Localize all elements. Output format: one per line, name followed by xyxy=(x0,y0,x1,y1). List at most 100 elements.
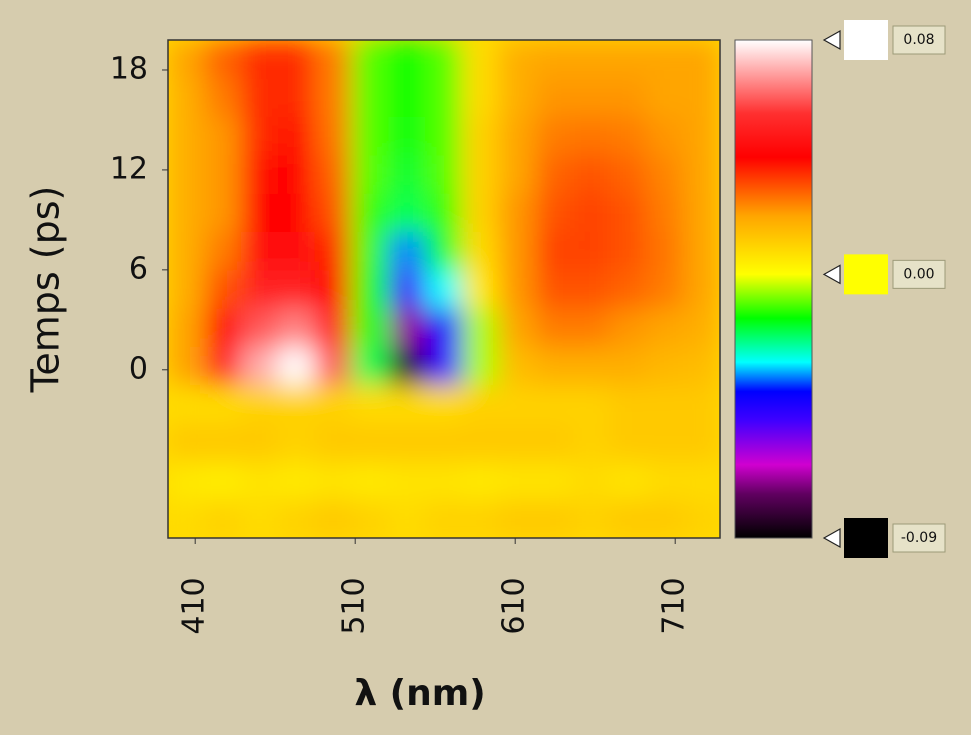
heatmap-cell xyxy=(682,384,720,424)
heatmap-cell xyxy=(609,231,647,271)
heatmap-cell xyxy=(572,307,611,347)
heatmap-cell xyxy=(351,192,390,233)
heatmap-cell xyxy=(645,499,684,538)
heatmap-cell xyxy=(351,460,390,501)
heatmap-cell xyxy=(351,231,390,271)
heatmap-cell xyxy=(572,384,611,424)
heatmap-cell xyxy=(461,77,500,118)
heatmap-cell xyxy=(498,460,537,501)
heatmap-cell xyxy=(572,231,611,271)
heatmap-cell xyxy=(314,154,353,194)
heatmap-cell xyxy=(682,192,720,233)
colorbar-label: 0.00 xyxy=(903,266,934,282)
heatmap-cell xyxy=(204,384,243,424)
heatmap-cell xyxy=(277,384,316,424)
heatmap-cell xyxy=(572,345,611,386)
heatmap-cell xyxy=(168,384,206,424)
heatmap-cell xyxy=(388,384,427,424)
heatmap-cell xyxy=(241,345,279,386)
heatmap-cell xyxy=(241,116,279,156)
heatmap-cell xyxy=(498,307,537,347)
heatmap-cell xyxy=(277,40,316,79)
heatmap-cell xyxy=(314,116,353,156)
heatmap-cell xyxy=(388,231,427,271)
heatmap-cell xyxy=(351,269,390,309)
heatmap-cell xyxy=(204,192,243,233)
heatmap-cell xyxy=(609,77,647,118)
heatmap-cell xyxy=(168,116,206,156)
heatmap-cell xyxy=(498,40,537,79)
heatmap-cell xyxy=(682,460,720,501)
heatmap-cell xyxy=(388,77,427,118)
heatmap-cell xyxy=(535,154,574,194)
heatmap-cell xyxy=(241,499,279,538)
heatmap-cell xyxy=(425,40,463,79)
heatmap-cell xyxy=(168,192,206,233)
heatmap-cell xyxy=(388,192,427,233)
heatmap-cell xyxy=(241,422,279,462)
heatmap-cell xyxy=(609,384,647,424)
y-tick-label: 0 xyxy=(129,351,148,386)
heatmap-cell xyxy=(609,40,647,79)
heatmap-cell xyxy=(572,269,611,309)
heatmap-cell xyxy=(351,384,390,424)
heatmap-cell xyxy=(645,154,684,194)
heatmap-cell xyxy=(461,307,500,347)
heatmap-cell xyxy=(314,384,353,424)
heatmap-cell xyxy=(645,307,684,347)
heatmap-cell xyxy=(204,77,243,118)
heatmap-cell xyxy=(351,345,390,386)
heatmap-cell xyxy=(498,422,537,462)
heatmap-cell xyxy=(314,40,353,79)
heatmap-cell xyxy=(682,499,720,538)
heatmap-cell xyxy=(461,345,500,386)
heatmap-cell xyxy=(241,460,279,501)
colorbar-swatch xyxy=(844,518,888,558)
heatmap-cell xyxy=(388,154,427,194)
heatmap-cell xyxy=(277,192,316,233)
heatmap-cell xyxy=(241,384,279,424)
heatmap-cell xyxy=(204,422,243,462)
heatmap-cell xyxy=(277,77,316,118)
heatmap-cell xyxy=(388,307,427,347)
heatmap-cell xyxy=(425,154,463,194)
heatmap-cell xyxy=(572,499,611,538)
heatmap-cell xyxy=(425,384,463,424)
heatmap-cell xyxy=(645,231,684,271)
heatmap-cell xyxy=(241,192,279,233)
heatmap-cell xyxy=(277,116,316,156)
heatmap-cell xyxy=(314,499,353,538)
heatmap-cell xyxy=(645,384,684,424)
heatmap-cell xyxy=(425,269,463,309)
heatmap-cell xyxy=(425,77,463,118)
heatmap-cell xyxy=(461,231,500,271)
heatmap-cell xyxy=(572,460,611,501)
heatmap-cell xyxy=(498,499,537,538)
heatmap-cell xyxy=(535,422,574,462)
colorbar-tick xyxy=(822,527,841,549)
heatmap-cell xyxy=(535,345,574,386)
colorbar-swatch xyxy=(844,254,888,295)
heatmap-cell xyxy=(535,40,574,79)
heatmap-cell xyxy=(498,154,537,194)
heatmap-cell xyxy=(645,77,684,118)
heatmap-cell xyxy=(609,269,647,309)
heatmap-cell xyxy=(609,422,647,462)
heatmap-cell xyxy=(609,460,647,501)
heatmap-cell xyxy=(204,307,243,347)
heatmap-cell xyxy=(204,154,243,194)
heatmap-cell xyxy=(609,154,647,194)
heatmap-cell xyxy=(277,422,316,462)
x-tick-label: 610 xyxy=(497,577,532,634)
heatmap-cell xyxy=(461,269,500,309)
plot-frame xyxy=(167,39,721,539)
heatmap-cell xyxy=(351,40,390,79)
heatmap-cell xyxy=(572,40,611,79)
heatmap-cell xyxy=(682,269,720,309)
heatmap-cell xyxy=(645,460,684,501)
heatmap-cell xyxy=(388,116,427,156)
heatmap-cell xyxy=(425,460,463,501)
heatmap-cell xyxy=(682,422,720,462)
heatmap-cell xyxy=(645,269,684,309)
heatmap-cell xyxy=(572,192,611,233)
